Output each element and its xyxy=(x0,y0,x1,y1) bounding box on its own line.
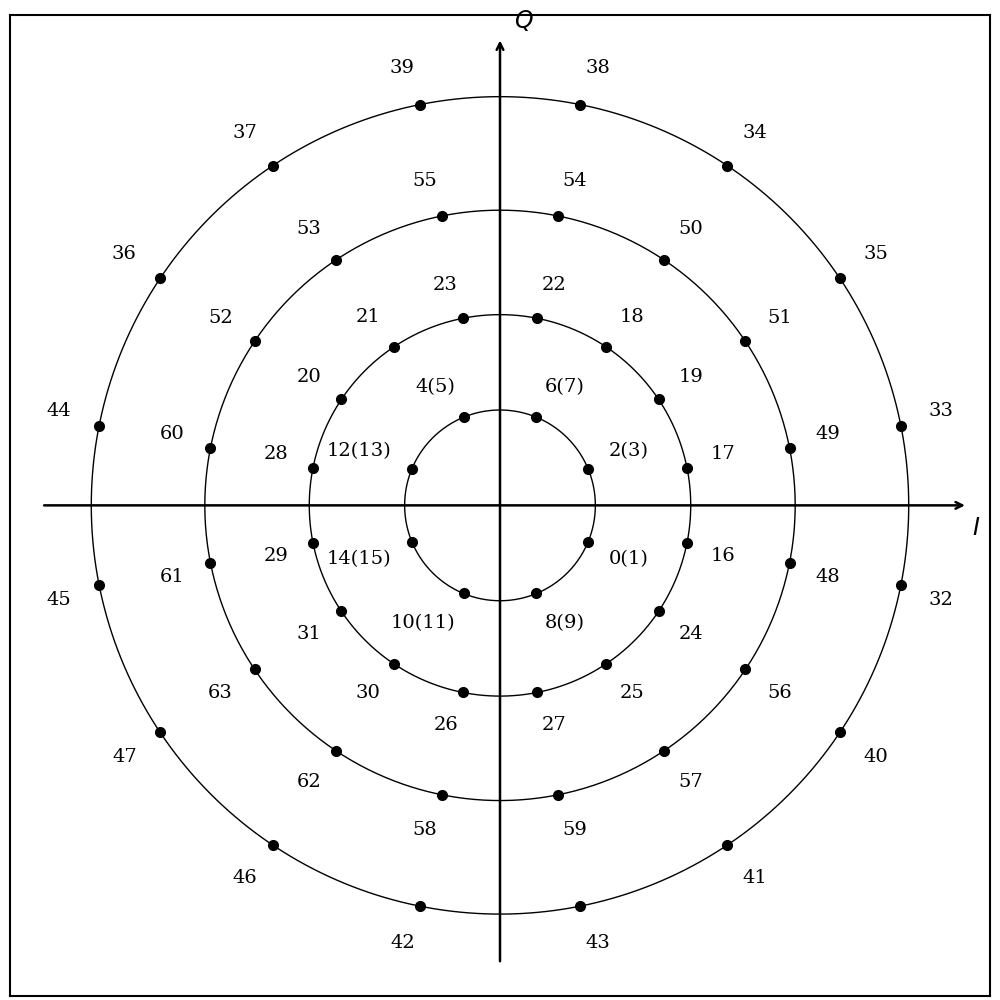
Text: 21: 21 xyxy=(356,308,380,326)
Text: 2(3): 2(3) xyxy=(609,442,649,460)
Text: 40: 40 xyxy=(863,748,888,766)
Text: 38: 38 xyxy=(585,59,610,77)
Text: 50: 50 xyxy=(679,220,703,238)
Text: 59: 59 xyxy=(563,821,588,839)
Text: 51: 51 xyxy=(767,309,792,327)
Text: 60: 60 xyxy=(160,425,185,443)
Text: 52: 52 xyxy=(208,309,233,327)
Text: 22: 22 xyxy=(542,276,567,294)
Text: 27: 27 xyxy=(542,716,567,734)
Text: 23: 23 xyxy=(433,276,458,294)
Text: 30: 30 xyxy=(356,684,380,702)
Text: 16: 16 xyxy=(711,547,736,565)
Text: 24: 24 xyxy=(679,625,704,643)
Text: $I$: $I$ xyxy=(972,517,981,540)
Text: $Q$: $Q$ xyxy=(514,8,533,33)
Text: 35: 35 xyxy=(863,245,888,263)
Text: 39: 39 xyxy=(390,59,415,77)
Text: 62: 62 xyxy=(297,773,321,791)
Text: 31: 31 xyxy=(296,625,321,643)
Text: 33: 33 xyxy=(928,402,953,420)
Text: 54: 54 xyxy=(563,172,587,190)
Text: 28: 28 xyxy=(264,445,289,463)
Text: 0(1): 0(1) xyxy=(609,551,649,569)
Text: 6(7): 6(7) xyxy=(545,378,585,396)
Text: 36: 36 xyxy=(112,245,137,263)
Text: 34: 34 xyxy=(743,124,768,142)
Text: 46: 46 xyxy=(233,869,257,887)
Text: 12(13): 12(13) xyxy=(326,442,391,460)
Text: 49: 49 xyxy=(815,425,840,443)
Text: 48: 48 xyxy=(815,568,840,586)
Text: 53: 53 xyxy=(296,220,321,238)
Text: 18: 18 xyxy=(620,308,644,326)
Text: 25: 25 xyxy=(620,684,644,702)
Text: 61: 61 xyxy=(160,568,185,586)
Text: 41: 41 xyxy=(743,869,767,887)
Text: 26: 26 xyxy=(433,716,458,734)
Text: 45: 45 xyxy=(47,591,72,609)
Text: 57: 57 xyxy=(679,773,703,791)
Text: 19: 19 xyxy=(679,368,704,386)
Text: 44: 44 xyxy=(47,402,72,420)
Text: 32: 32 xyxy=(928,591,953,609)
Text: 58: 58 xyxy=(413,821,437,839)
Text: 4(5): 4(5) xyxy=(415,378,455,396)
Text: 8(9): 8(9) xyxy=(545,614,585,632)
Text: 17: 17 xyxy=(711,445,736,463)
Text: 43: 43 xyxy=(585,934,610,952)
Text: 14(15): 14(15) xyxy=(326,551,391,569)
Text: 29: 29 xyxy=(264,547,289,565)
Text: 20: 20 xyxy=(296,368,321,386)
Text: 42: 42 xyxy=(390,934,415,952)
Text: 47: 47 xyxy=(112,748,137,766)
Text: 10(11): 10(11) xyxy=(390,614,455,632)
Text: 63: 63 xyxy=(208,684,233,702)
Text: 37: 37 xyxy=(232,124,257,142)
Text: 55: 55 xyxy=(413,172,437,190)
Text: 56: 56 xyxy=(767,684,792,702)
